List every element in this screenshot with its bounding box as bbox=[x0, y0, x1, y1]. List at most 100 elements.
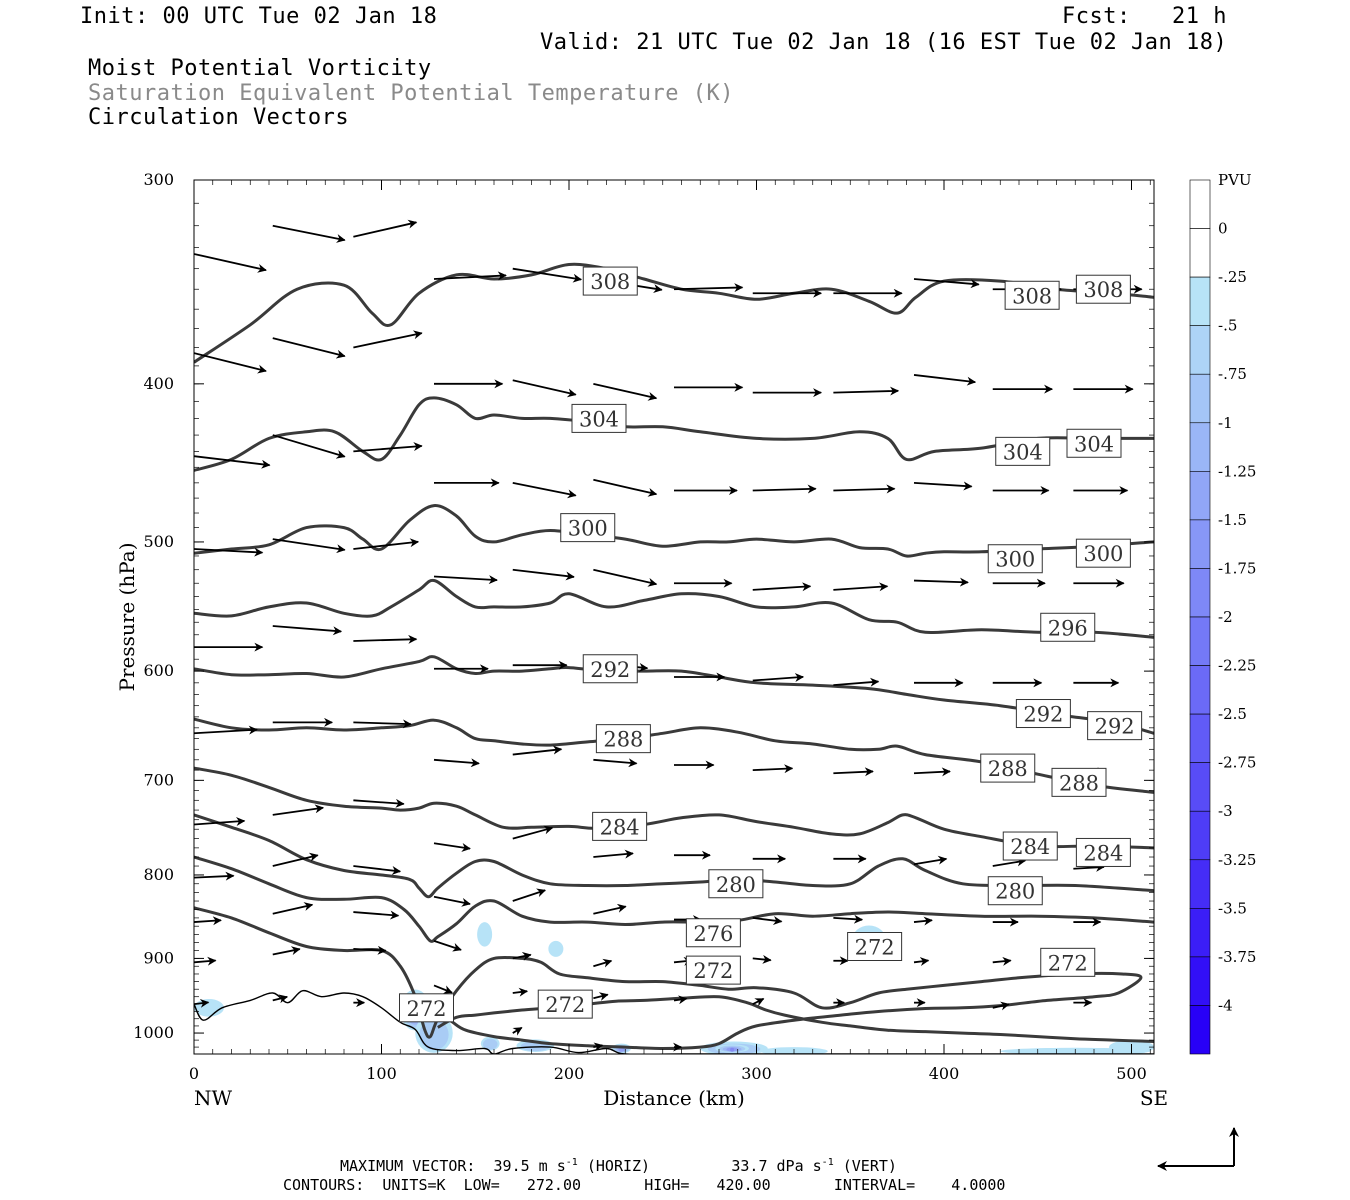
contour-label: 308 bbox=[1083, 278, 1123, 302]
circulation-vector bbox=[512, 481, 577, 499]
colorbar-swatch bbox=[1189, 228, 1211, 278]
colorbar-swatch bbox=[1189, 1005, 1211, 1055]
contour-label-box bbox=[399, 993, 454, 1023]
circulation-vector bbox=[353, 442, 423, 453]
circulation-vector bbox=[593, 478, 658, 497]
contour-label-box bbox=[995, 436, 1051, 466]
circulation-vector bbox=[752, 997, 765, 1007]
circulation-vector bbox=[593, 382, 658, 401]
circulation-vector bbox=[752, 582, 812, 592]
contour-label-box bbox=[987, 544, 1043, 574]
colorbar-swatch bbox=[1189, 471, 1211, 521]
circulation-vector bbox=[593, 1042, 604, 1052]
y-tick-label: 900 bbox=[143, 948, 174, 967]
contour-label-box bbox=[571, 403, 627, 433]
colorbar-swatch bbox=[1189, 373, 1211, 424]
x-tick-label: 500 bbox=[1116, 1064, 1147, 1083]
contour-label-box bbox=[1075, 538, 1131, 568]
x-end-label-nw: NW bbox=[194, 1086, 233, 1110]
contour-label-box bbox=[1087, 711, 1143, 741]
contour-label: 300 bbox=[568, 517, 608, 541]
colorbar-label: -2.5 bbox=[1218, 705, 1247, 723]
contour-label: 284 bbox=[1010, 835, 1050, 859]
circulation-vector bbox=[194, 352, 267, 374]
contour-label: 304 bbox=[1003, 440, 1043, 464]
field-title-vectors: Circulation Vectors bbox=[88, 105, 350, 130]
contour-label-box bbox=[1040, 947, 1096, 977]
contour-label-box bbox=[595, 724, 651, 754]
contour-label-box bbox=[582, 654, 638, 684]
x-tick-label: 200 bbox=[554, 1064, 585, 1083]
colorbar-swatch bbox=[1189, 276, 1211, 326]
circulation-vector bbox=[272, 902, 314, 915]
contour-label-box bbox=[847, 931, 903, 961]
circulation-vector bbox=[1073, 862, 1105, 872]
colorbar-label: -3.75 bbox=[1218, 948, 1256, 966]
circulation-vector bbox=[593, 903, 627, 915]
pv-patch bbox=[548, 940, 564, 957]
y-tick-label: 800 bbox=[143, 865, 174, 884]
circulation-vector bbox=[992, 1001, 1010, 1011]
contour-label: 288 bbox=[603, 728, 643, 752]
circulation-vector bbox=[833, 914, 864, 924]
circulation-vector bbox=[512, 379, 577, 398]
circulation-vector bbox=[512, 568, 575, 581]
circulation-vector bbox=[512, 825, 554, 840]
contour-label: 288 bbox=[1059, 771, 1099, 795]
circulation-vector bbox=[752, 672, 805, 682]
contour-label: 296 bbox=[1048, 616, 1088, 640]
contour-296 bbox=[194, 578, 1154, 639]
valid-time: Valid: 21 UTC Tue 02 Jan 18 (16 EST Tue … bbox=[540, 30, 1228, 55]
theta-e-contours bbox=[194, 262, 1154, 1050]
circulation-vector bbox=[353, 798, 405, 808]
contour-label-box bbox=[987, 876, 1043, 906]
max-vector-horiz-value: MAXIMUM VECTOR: 39.5 m s bbox=[340, 1157, 566, 1175]
circulation-vector bbox=[673, 283, 744, 293]
circulation-vector bbox=[752, 484, 817, 494]
contour-label-box bbox=[1075, 274, 1131, 304]
colorbar-swatch bbox=[1189, 713, 1211, 763]
contour-label: 308 bbox=[1012, 284, 1052, 308]
contour-label: 300 bbox=[1083, 542, 1123, 566]
contour-label-box bbox=[1004, 280, 1060, 310]
circulation-vector bbox=[353, 634, 418, 644]
circulation-vector bbox=[353, 945, 387, 955]
circulation-vector bbox=[913, 916, 933, 926]
contour-label: 300 bbox=[995, 548, 1035, 572]
circulation-vector bbox=[194, 725, 258, 735]
pv-patch bbox=[477, 922, 493, 947]
circulation-vector bbox=[512, 267, 583, 283]
colorbar-units: PVU bbox=[1218, 171, 1252, 189]
y-axis-title: Pressure (hPa) bbox=[115, 543, 139, 692]
contour-label-box bbox=[1015, 699, 1071, 729]
contour-label: 280 bbox=[716, 873, 756, 897]
x-tick-label: 300 bbox=[741, 1064, 772, 1083]
circulation-vector bbox=[433, 271, 507, 281]
circulation-vector bbox=[512, 745, 563, 756]
vert-tag: (VERT) bbox=[842, 1157, 897, 1175]
y-tick-label: 700 bbox=[143, 770, 174, 789]
circulation-vector bbox=[272, 337, 346, 359]
circulation-vector bbox=[433, 940, 462, 952]
contour-label: 288 bbox=[988, 757, 1028, 781]
circulation-vector bbox=[272, 804, 325, 816]
x-tick-label: 100 bbox=[366, 1064, 397, 1083]
colorbar-swatch bbox=[1189, 665, 1211, 715]
max-vector-line: MAXIMUM VECTOR: 39.5 m s-1 (HORIZ) 33.7 … bbox=[340, 1157, 897, 1175]
x-axis-title: Distance (km) bbox=[603, 1086, 745, 1110]
contour-304 bbox=[194, 396, 1154, 472]
circulation-vector bbox=[913, 481, 973, 491]
circulation-vector bbox=[913, 278, 980, 289]
circulation-vector bbox=[512, 987, 529, 997]
field-title-pv: Moist Potential Vorticity bbox=[88, 56, 432, 81]
contour-280 bbox=[194, 813, 1154, 899]
max-vector-vert-value: 33.7 dPa s bbox=[731, 1157, 822, 1175]
pv-patch bbox=[618, 1047, 625, 1052]
pv-patch bbox=[482, 1038, 498, 1050]
circulation-vector bbox=[272, 994, 289, 1004]
circulation-vector bbox=[992, 956, 1012, 966]
colorbar-swatch bbox=[1189, 762, 1211, 812]
circulation-vector bbox=[433, 575, 498, 585]
contour-label: 304 bbox=[579, 407, 619, 431]
